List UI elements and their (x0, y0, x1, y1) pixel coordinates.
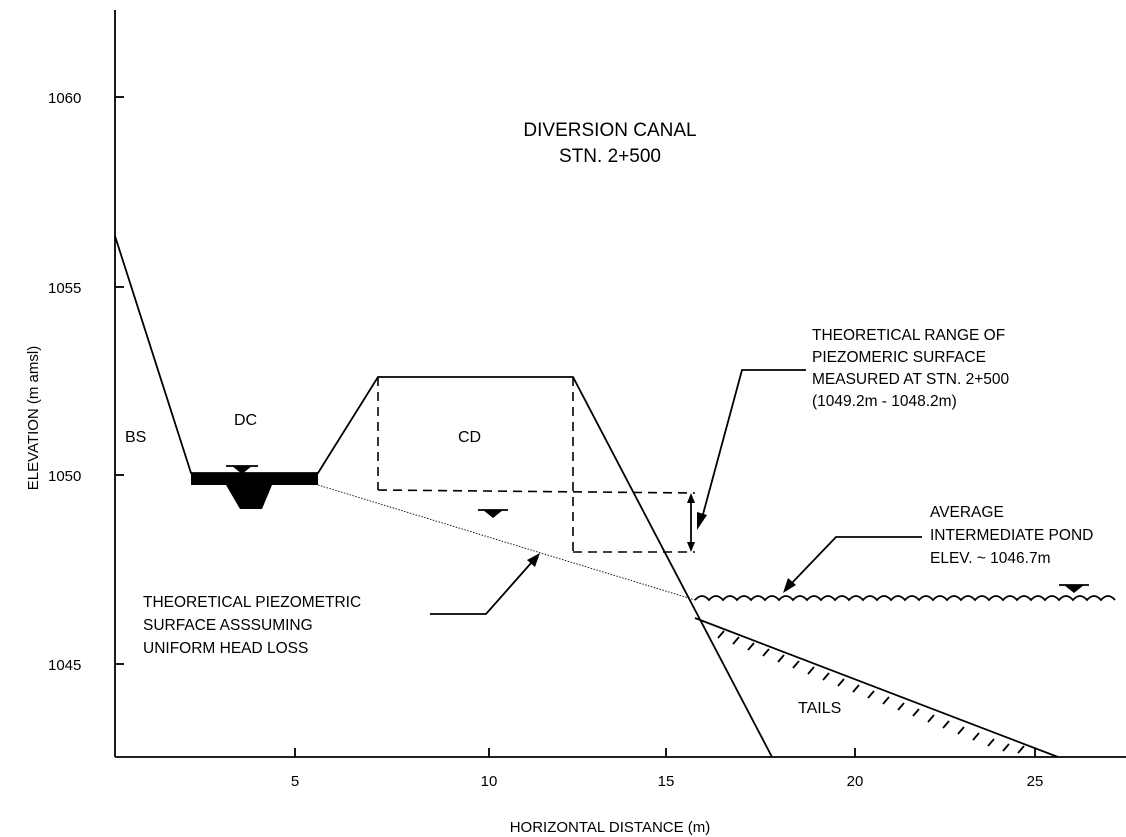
diagram-title-line-1: DIVERSION CANAL (523, 120, 696, 141)
leader-pond (789, 536, 922, 586)
leader-piezo-range (701, 369, 806, 519)
canal-water-marker-icon (232, 466, 252, 474)
pond-water-marker-icon (1064, 585, 1084, 593)
leader-theoretical-arrowhead (527, 553, 540, 567)
annotation-theoretical-line-3: UNIFORM HEAD LOSS (143, 640, 308, 657)
x-axis-title: HORIZONTAL DISTANCE (m) (510, 819, 711, 836)
region-label-dc: DC (234, 412, 257, 429)
dam-right-toe (694, 617, 1059, 758)
annotation-theoretical-line-2: SURFACE ASSSUMING (143, 617, 313, 634)
x-tick-label: 25 (1027, 773, 1044, 790)
piezo-range-arrowhead-bottom (687, 542, 695, 552)
leader-theoretical (430, 561, 533, 615)
y-tick-label: 1055 (48, 280, 81, 297)
x-tick-label: 5 (291, 773, 299, 790)
region-label-cd: CD (458, 429, 481, 446)
canal-water (191, 473, 318, 509)
y-tick-label: 1045 (48, 657, 81, 674)
y-tick-label: 1060 (48, 90, 81, 107)
pond-water-surface (694, 595, 1116, 602)
region-label-bs: BS (125, 429, 146, 446)
x-tick-label: 20 (847, 773, 864, 790)
annotation-piezo-range-line-3: MEASURED AT STN. 2+500 (812, 371, 1010, 388)
dam-water-marker-icon (483, 510, 503, 518)
piezo-range-arrowhead-top (687, 493, 695, 503)
tails-hatching (717, 630, 1025, 754)
leader-pond-arrowhead (783, 578, 796, 593)
annotation-piezo-range-line-2: PIEZOMERIC SURFACE (812, 349, 986, 366)
theoretical-piezometric-line (317, 484, 696, 601)
x-tick-label: 15 (658, 773, 675, 790)
y-tick-label: 1050 (48, 468, 81, 485)
annotation-pond-line-3: ELEV. ~ 1046.7m (930, 550, 1051, 567)
diagram-title-line-2: STN. 2+500 (559, 146, 661, 167)
y-axis-title: ELEVATION (m amsl) (25, 346, 42, 490)
annotation-pond-line-1: AVERAGE (930, 504, 1004, 521)
x-tick-label: 10 (481, 773, 498, 790)
annotation-piezo-range-line-1: THEORETICAL RANGE OF (812, 327, 1005, 344)
piezo-dash-upper (377, 489, 696, 494)
annotation-piezo-range-line-4: (1049.2m - 1048.2m) (812, 393, 957, 410)
annotation-theoretical-line-1: THEORETICAL PIEZOMETRIC (143, 594, 361, 611)
annotation-pond-line-2: INTERMEDIATE POND (930, 527, 1093, 544)
ground-profile (114, 235, 773, 758)
region-label-tails: TAILS (798, 700, 841, 717)
leader-piezo-range-arrowhead (697, 512, 707, 530)
